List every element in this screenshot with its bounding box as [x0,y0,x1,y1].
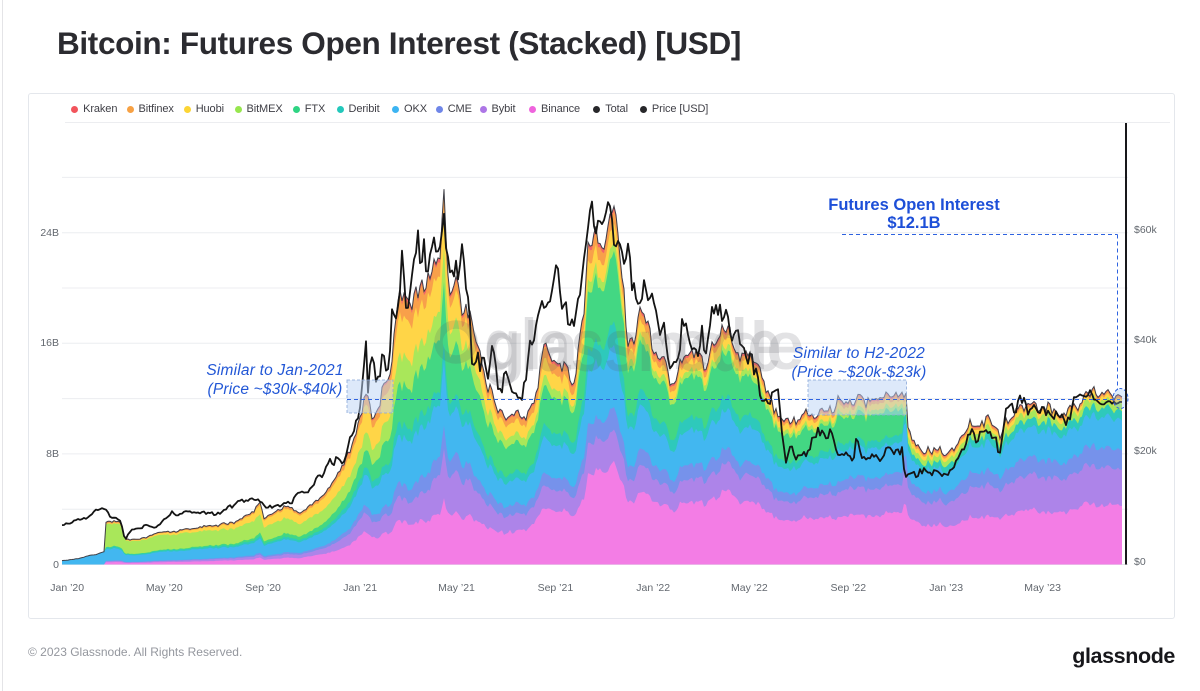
svg-text:glassnode: glassnode [484,304,781,387]
